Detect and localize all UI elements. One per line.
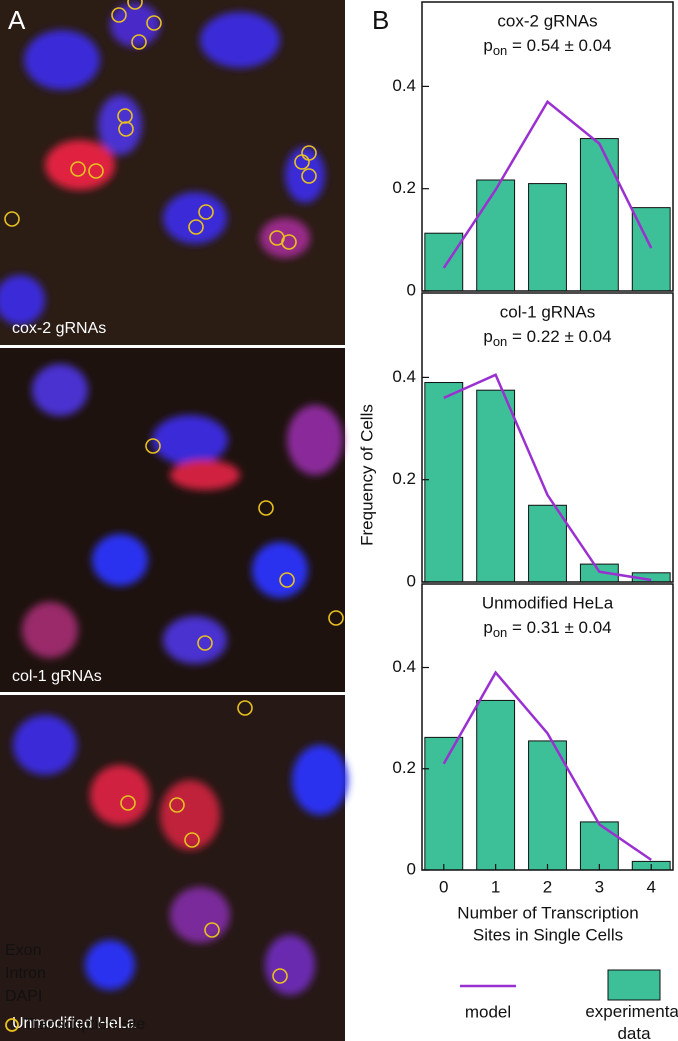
image-caption: col-1 gRNAs <box>12 668 102 685</box>
chart-subtitle: pon = 0.54 ± 0.04 <box>483 36 611 58</box>
bar <box>579 821 619 871</box>
y-tick-label: 0 <box>407 280 416 299</box>
y-tick-label: 0.2 <box>392 178 416 197</box>
chart-title: Unmodified HeLa <box>482 593 614 612</box>
chart-subtitle: pon = 0.22 ± 0.04 <box>483 327 611 349</box>
panel-label: A <box>8 5 26 35</box>
legend-label: model <box>465 1002 511 1021</box>
subtitle-text: = 0.22 ± 0.04 <box>507 327 611 346</box>
plot-frame <box>421 292 674 583</box>
chart-title: cox-2 gRNAs <box>497 11 597 30</box>
model-line <box>442 99 653 269</box>
x-tick-label: 3 <box>595 877 604 896</box>
bar <box>528 740 567 871</box>
bar <box>476 179 516 292</box>
micrograph <box>0 0 348 1041</box>
y-tick-label: 0 <box>407 859 416 878</box>
x-tick-label: 2 <box>543 877 552 896</box>
panel-label: B <box>372 5 389 35</box>
legend-label: Intron <box>5 965 46 982</box>
bar <box>424 382 464 583</box>
bar <box>579 138 619 292</box>
legend-label: Transcription site <box>24 1016 145 1033</box>
x-tick-label: 0 <box>439 877 448 896</box>
subscript: on <box>493 334 507 349</box>
x-axis-label: Sites in Single Cells <box>473 925 623 944</box>
subtitle-text: = 0.31 ± 0.04 <box>507 618 611 637</box>
y-axis-label: Frequency of Cells <box>357 404 376 546</box>
bar <box>528 183 567 292</box>
plot-frame <box>421 1 674 292</box>
legend-label: experimental data <box>585 1002 678 1041</box>
y-tick-label: 0 <box>407 571 416 590</box>
bar <box>476 699 516 871</box>
y-tick-label: 0.2 <box>392 469 416 488</box>
y-tick-label: 0.4 <box>392 76 416 95</box>
legend-label: DAPI <box>5 988 42 1005</box>
y-tick-label: 0.2 <box>392 758 416 777</box>
x-axis-label: Number of Transcription <box>457 903 638 922</box>
chart-subtitle: pon = 0.31 ± 0.04 <box>483 618 611 640</box>
legend-swatch <box>607 969 661 1001</box>
subscript: on <box>493 625 507 640</box>
legend-symbol <box>5 1018 19 1032</box>
bar <box>424 232 464 292</box>
model-line <box>443 373 652 582</box>
subtitle-text: = 0.54 ± 0.04 <box>507 36 611 55</box>
y-tick-label: 0.4 <box>392 657 416 676</box>
y-tick-label: 0.4 <box>392 367 416 386</box>
image-caption: cox-2 gRNAs <box>12 320 106 337</box>
bar <box>424 736 464 871</box>
symbol: p <box>483 36 492 55</box>
legend-line-text: data <box>617 1024 651 1041</box>
subscript: on <box>493 43 507 58</box>
symbol: p <box>483 327 492 346</box>
bar <box>476 389 516 583</box>
x-tick-label: 4 <box>646 877 655 896</box>
legend-label: Exon <box>5 942 41 959</box>
chart-title: col-1 gRNAs <box>500 302 595 321</box>
model-line <box>442 670 652 861</box>
image-caption: Unmodified HeLa <box>12 1015 136 1032</box>
x-tick-label: 1 <box>491 877 500 896</box>
symbol: p <box>483 618 492 637</box>
legend-line-text: experimental <box>585 1002 678 1021</box>
